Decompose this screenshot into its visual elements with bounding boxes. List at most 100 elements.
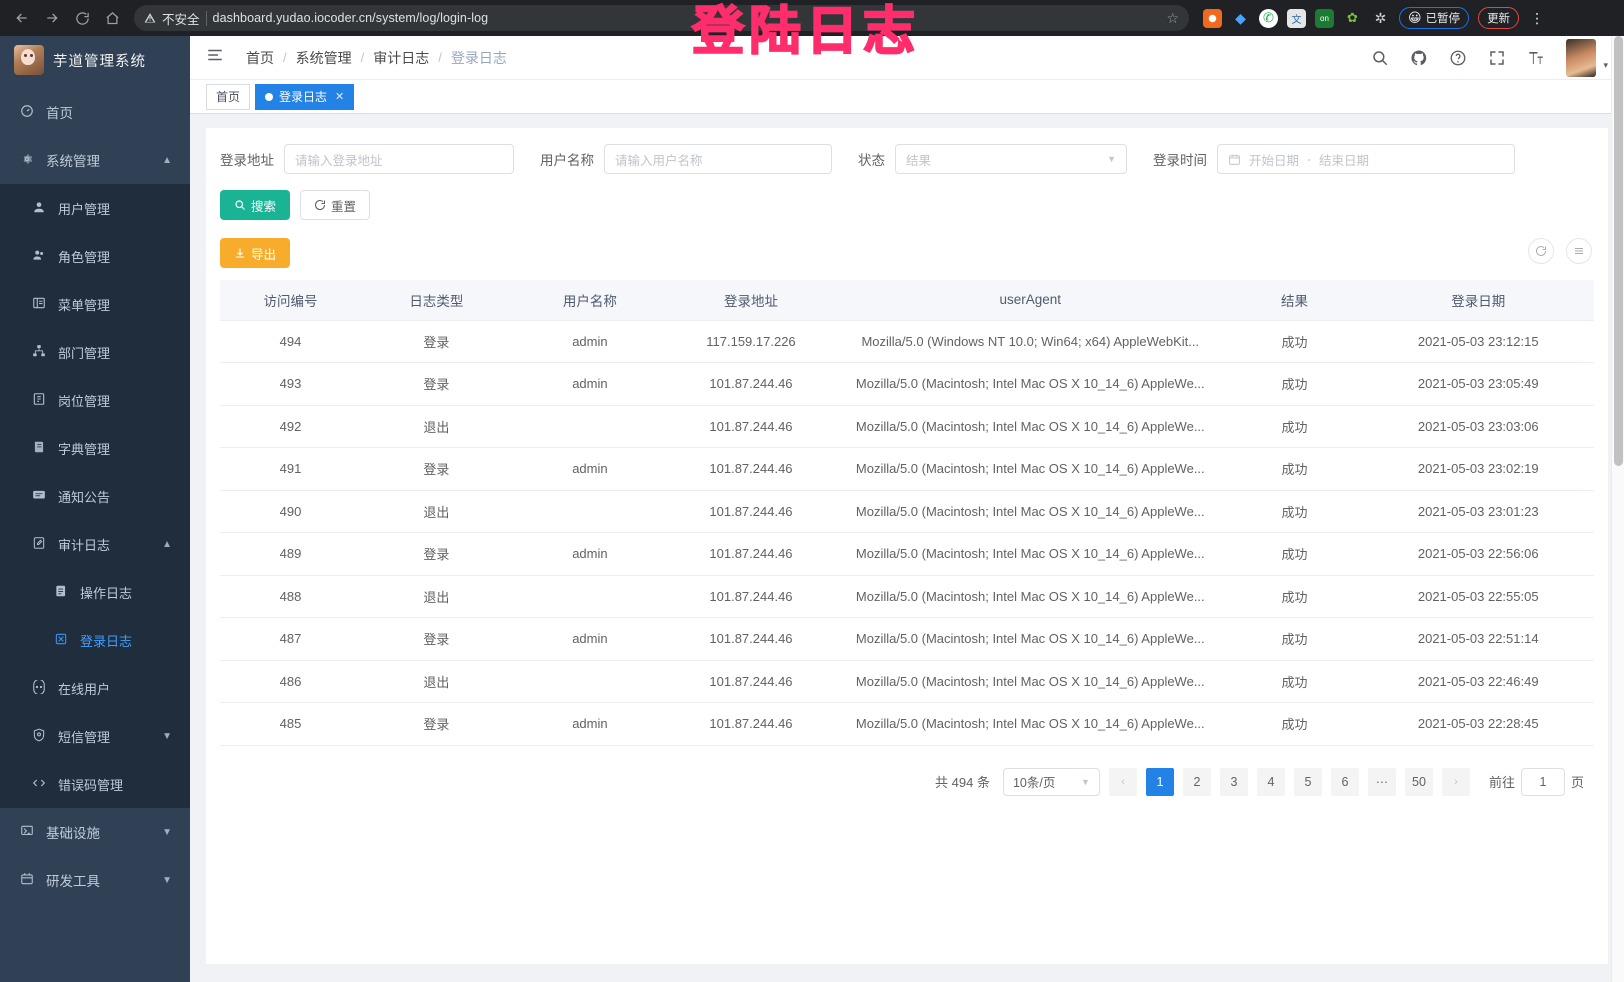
- sidebar-item-roles[interactable]: 角色管理: [0, 232, 190, 280]
- page-ellipsis[interactable]: ···: [1367, 767, 1396, 796]
- table-row[interactable]: 490 退出 101.87.244.46 Mozilla/5.0 (Macintosh…: [220, 490, 1594, 533]
- username-input[interactable]: 请输入用户名称: [604, 144, 832, 174]
- col-header-access-id[interactable]: 访问编号: [220, 280, 361, 321]
- col-header-useragent[interactable]: userAgent: [834, 280, 1227, 321]
- sidebar-item-home[interactable]: 首页: [0, 88, 190, 136]
- breadcrumb-item-audit[interactable]: 审计日志: [373, 49, 430, 66]
- forward-icon[interactable]: [38, 4, 66, 32]
- table-row[interactable]: 487 登录 admin 101.87.244.46 Mozilla/5.0 (Maci…: [220, 617, 1594, 661]
- jump-page-input[interactable]: 1: [1520, 767, 1565, 796]
- font-size-icon[interactable]: [1527, 49, 1545, 67]
- field-status: 状态 结果 ▼: [858, 144, 1127, 174]
- table-row[interactable]: 486 退出 101.87.244.46 Mozilla/5.0 (Macintosh…: [220, 660, 1594, 703]
- tag-login-log[interactable]: 登录日志 ✕: [255, 83, 355, 110]
- sidebar-item-system[interactable]: 系统管理 ▲: [0, 136, 190, 184]
- sidebar-item-devtools[interactable]: 研发工具 ▼: [0, 856, 190, 904]
- table-row[interactable]: 488 退出 101.87.244.46 Mozilla/5.0 (Macintosh…: [220, 575, 1594, 618]
- sidebar-item-error-code[interactable]: 错误码管理: [0, 760, 190, 808]
- status-select[interactable]: 结果 ▼: [895, 144, 1127, 174]
- cell-access-id: 487: [220, 617, 361, 661]
- page-button-5[interactable]: 5: [1293, 767, 1322, 796]
- page-button-1[interactable]: 1: [1145, 767, 1174, 796]
- login-address-input[interactable]: 请输入登录地址: [284, 144, 514, 174]
- sidebar-item-sms[interactable]: 短信管理 ▼: [0, 712, 190, 760]
- sidebar-item-online-users[interactable]: 在线用户: [0, 664, 190, 712]
- home-icon[interactable]: [98, 4, 126, 32]
- omnibox-divider: [205, 10, 207, 26]
- fullscreen-icon[interactable]: [1488, 49, 1506, 67]
- page-button-6[interactable]: 6: [1330, 767, 1359, 796]
- col-header-result[interactable]: 结果: [1226, 280, 1363, 321]
- puzzle-icon[interactable]: ✲: [1374, 9, 1387, 26]
- cell-useragent: Mozilla/5.0 (Macintosh; Intel Mac OS X 1…: [834, 362, 1227, 406]
- brand[interactable]: 芋道管理系统: [0, 36, 190, 84]
- breadcrumb-item-system[interactable]: 系统管理: [295, 49, 352, 66]
- sidebar-item-users[interactable]: 用户管理: [0, 184, 190, 232]
- sidebar-item-audit-log[interactable]: 审计日志 ▲: [0, 520, 190, 568]
- tag-home[interactable]: 首页: [206, 83, 251, 110]
- cell-log-type: 退出: [360, 660, 512, 703]
- sidebar-item-login-log[interactable]: 登录日志: [0, 616, 190, 664]
- page-size-value: 10条/页: [1012, 776, 1056, 790]
- page-button-3[interactable]: 3: [1219, 767, 1248, 796]
- hamburger-icon[interactable]: [206, 46, 226, 69]
- cell-result: 成功: [1226, 702, 1363, 746]
- table-row[interactable]: 493 登录 admin 101.87.244.46 Mozilla/5.0 (Maci…: [220, 362, 1594, 406]
- table-row[interactable]: 485 登录 admin 101.87.244.46 Mozilla/5.0 (Maci…: [220, 702, 1594, 746]
- wechat-icon[interactable]: ✆: [1259, 8, 1278, 28]
- export-button[interactable]: 导出: [220, 238, 291, 268]
- toolbar-row: 导出: [220, 238, 1594, 268]
- col-header-login-address[interactable]: 登录地址: [667, 280, 834, 321]
- next-page-button[interactable]: ›: [1441, 767, 1470, 796]
- reset-button[interactable]: 重置: [300, 190, 371, 220]
- gear-icon: [18, 152, 35, 169]
- paused-status-button[interactable]: 😀 已暂停: [1399, 7, 1470, 29]
- page-size-select[interactable]: 10条/页 ▼: [1002, 767, 1100, 796]
- back-icon[interactable]: [8, 4, 36, 32]
- update-button[interactable]: 更新: [1478, 7, 1520, 29]
- sidebar-item-label: 首页: [46, 106, 73, 121]
- page-button-4[interactable]: 4: [1256, 767, 1285, 796]
- prev-page-button[interactable]: ‹: [1108, 767, 1137, 796]
- refresh-icon[interactable]: [1528, 238, 1554, 264]
- github-icon[interactable]: [1410, 49, 1428, 67]
- scrollbar-thumb[interactable]: [1614, 36, 1623, 466]
- search-icon[interactable]: [1371, 49, 1389, 67]
- table-row[interactable]: 489 登录 admin 101.87.244.46 Mozilla/5.0 (Maci…: [220, 532, 1594, 576]
- breadcrumb-item-home[interactable]: 首页: [246, 49, 274, 66]
- reload-icon[interactable]: [68, 4, 96, 32]
- close-icon[interactable]: ✕: [335, 91, 345, 103]
- page-button-2[interactable]: 2: [1182, 767, 1211, 796]
- sidebar-item-dictionary[interactable]: 字典管理: [0, 424, 190, 472]
- col-header-log-type[interactable]: 日志类型: [360, 280, 512, 321]
- leaf-icon[interactable]: ✿: [1347, 10, 1358, 25]
- page-button-50[interactable]: 50: [1404, 767, 1433, 796]
- col-header-username[interactable]: 用户名称: [511, 280, 668, 321]
- col-header-login-date[interactable]: 登录日期: [1362, 280, 1594, 321]
- sidebar-item-menus[interactable]: 菜单管理: [0, 280, 190, 328]
- page-scrollbar[interactable]: [1611, 36, 1624, 982]
- translate-icon[interactable]: 文: [1287, 8, 1306, 28]
- table-row[interactable]: 494 登录 admin 117.159.17.226 Mozilla/5.0 (Win…: [220, 320, 1594, 363]
- diamond-icon[interactable]: ◆: [1235, 9, 1246, 26]
- odoo-icon[interactable]: [1203, 8, 1222, 28]
- kebab-menu-icon[interactable]: ⋮: [1530, 9, 1546, 26]
- app-root: 芋道管理系统 首页 系统管理 ▲: [0, 36, 1624, 982]
- adblock-icon[interactable]: on: [1315, 8, 1334, 28]
- address-bar[interactable]: 不安全 dashboard.yudao.iocoder.cn/system/lo…: [134, 5, 1189, 31]
- column-settings-icon[interactable]: [1566, 238, 1592, 264]
- sidebar-item-infrastructure[interactable]: 基础设施 ▼: [0, 808, 190, 856]
- star-icon[interactable]: ☆: [1166, 9, 1179, 26]
- table-row[interactable]: 491 登录 admin 101.87.244.46 Mozilla/5.0 (Maci…: [220, 447, 1594, 491]
- chevron-down-icon[interactable]: ▾: [1603, 59, 1608, 70]
- help-icon[interactable]: [1449, 49, 1467, 67]
- sidebar-item-announcement[interactable]: 通知公告: [0, 472, 190, 520]
- cell-result: 成功: [1226, 660, 1363, 703]
- sidebar-item-operation-log[interactable]: 操作日志: [0, 568, 190, 616]
- search-button[interactable]: 搜索: [220, 190, 291, 220]
- table-row[interactable]: 492 退出 101.87.244.46 Mozilla/5.0 (Macintosh…: [220, 405, 1594, 448]
- date-range-picker[interactable]: 开始日期 - 结束日期: [1217, 144, 1515, 174]
- sidebar-item-departments[interactable]: 部门管理: [0, 328, 190, 376]
- sidebar-item-posts[interactable]: 岗位管理: [0, 376, 190, 424]
- avatar[interactable]: [1566, 38, 1597, 77]
